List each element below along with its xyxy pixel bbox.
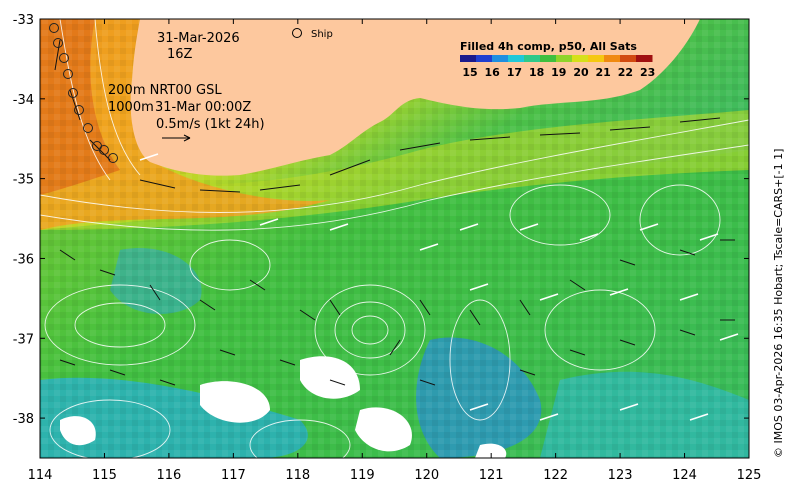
ship-icon — [292, 28, 302, 38]
x-tick-label: 119 — [350, 468, 375, 483]
colorbar-swatch — [508, 55, 525, 62]
x-tick-label: 123 — [608, 468, 633, 483]
colorbar-swatch — [524, 55, 541, 62]
float-track — [49, 23, 118, 163]
missing-data — [60, 356, 507, 458]
x-tick-label: 121 — [479, 468, 504, 483]
colorbar-label: 17 — [507, 66, 522, 79]
colorbar-swatch — [492, 55, 509, 62]
colorbar-label: 16 — [485, 66, 501, 79]
x-tick-label: 118 — [285, 468, 310, 483]
colorbar-label: 21 — [596, 66, 611, 79]
colorbar-label: 23 — [640, 66, 655, 79]
colorbar-label: 15 — [462, 66, 477, 79]
y-axis: -33 -34 -35 -36 -37 -38 — [13, 13, 749, 427]
y-tick-label: -37 — [13, 332, 34, 347]
colorbar-swatch — [588, 55, 605, 62]
colorbar-label: 19 — [551, 66, 566, 79]
colorbar-swatch — [556, 55, 573, 62]
y-tick-label: -36 — [13, 252, 34, 267]
scale-arrow — [162, 134, 191, 142]
date-label: 31-Mar-2026 — [157, 31, 240, 46]
plot-frame — [39, 18, 750, 459]
ssh-contours — [40, 19, 749, 458]
colorbar-swatch — [476, 55, 493, 62]
colorbar — [460, 55, 653, 62]
x-tick-label: 117 — [221, 468, 246, 483]
colorbar-swatch — [604, 55, 621, 62]
x-tick-label: 122 — [543, 468, 568, 483]
colorbar-label: 22 — [618, 66, 633, 79]
x-axis: 114 115 116 117 118 119 120 121 122 123 124 125 — [28, 19, 762, 483]
depth-label-1: 200m NRT00 GSL — [108, 83, 222, 98]
scale-label: 0.5m/s (1kt 24h) — [156, 117, 265, 132]
depth-label-2: 1000m — [108, 100, 154, 115]
colorbar-swatch — [620, 55, 637, 62]
x-tick-label: 120 — [414, 468, 439, 483]
colorbar-swatch — [460, 55, 477, 62]
ship-label: Ship — [311, 29, 333, 40]
y-tick-label: -34 — [13, 93, 34, 108]
wind-vectors — [139, 153, 739, 421]
colorbar-swatch — [636, 55, 653, 62]
x-tick-label: 116 — [156, 468, 181, 483]
y-tick-label: -35 — [13, 173, 34, 188]
x-tick-label: 114 — [28, 468, 53, 483]
y-tick-label: -33 — [13, 13, 34, 28]
x-tick-label: 125 — [737, 468, 762, 483]
colorbar-title: Filled 4h comp, p50, All Sats — [460, 40, 637, 53]
colorbar-label: 18 — [529, 66, 544, 79]
x-tick-label: 115 — [92, 468, 117, 483]
hour-label: 16Z — [167, 47, 193, 62]
x-tick-label: 124 — [672, 468, 697, 483]
colorbar-swatch — [572, 55, 589, 62]
colorbar-label: 20 — [573, 66, 589, 79]
time-label: 31-Mar 00:00Z — [155, 100, 251, 115]
y-tick-label: -38 — [13, 412, 34, 427]
credit-text: © IMOS 03-Apr-2026 16:35 Hobart; Tscale=… — [772, 149, 785, 458]
colorbar-labels: 15 16 17 18 19 20 21 22 23 — [462, 66, 655, 79]
colorbar-swatch — [540, 55, 557, 62]
